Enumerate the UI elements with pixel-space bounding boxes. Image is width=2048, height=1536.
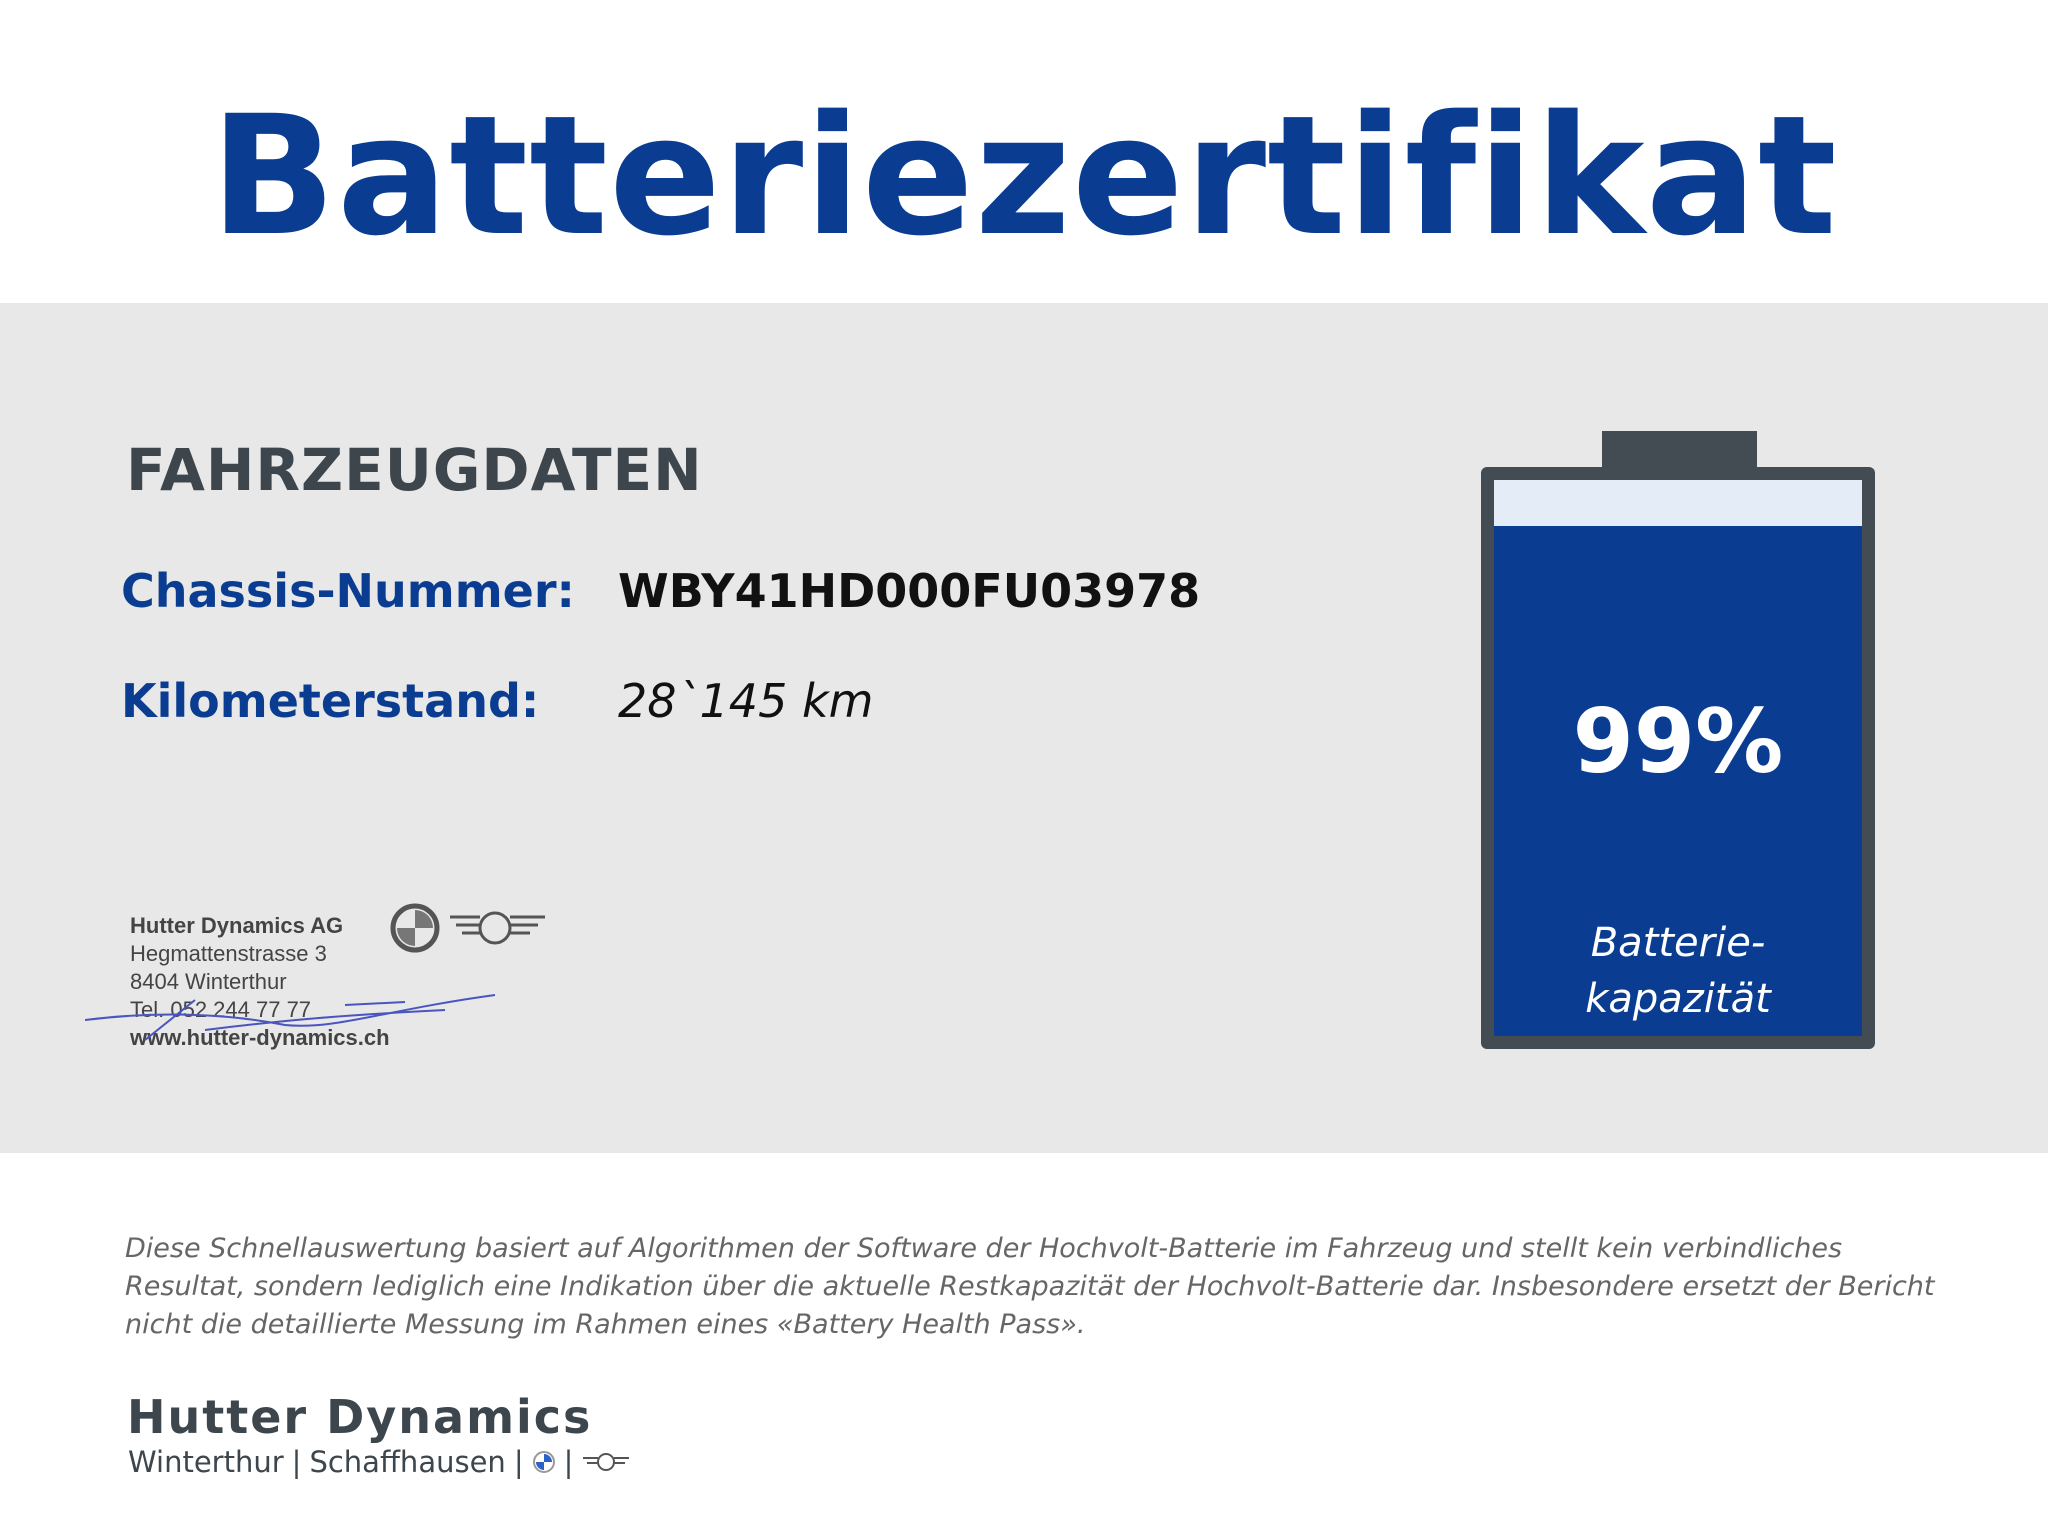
battery-caption: Batterie- kapazität [1494, 915, 1862, 1027]
stamp-web: www.hutter-dynamics.ch [130, 1025, 390, 1050]
bmw-logo-icon [532, 1451, 555, 1473]
mini-logo-icon [583, 1453, 630, 1471]
stamp-phone: Tel. 052 244 77 77 [130, 997, 312, 1022]
mileage-value: 28`145 km [618, 674, 874, 728]
chassis-label: Chassis-Nummer: [121, 564, 575, 618]
chassis-value: WBY41HD000FU03978 [618, 564, 1201, 618]
separator: | [513, 1445, 524, 1479]
dealer-stamp: Hutter Dynamics AG Hegmattenstrasse 3 84… [85, 895, 555, 1065]
stamp-company: Hutter Dynamics AG [130, 913, 344, 938]
stamp-city: 8404 Winterthur [130, 969, 287, 994]
footer-locations: Winterthur | Schaffhausen | | [128, 1445, 631, 1479]
separator: | [563, 1445, 574, 1479]
battery-terminal [1602, 431, 1757, 469]
battery-empty-portion [1494, 480, 1862, 526]
disclaimer: Diese Schnellauswertung basiert auf Algo… [125, 1233, 1935, 1340]
page-title: Batteriezertifikat [210, 80, 1838, 272]
bmw-logo-icon [390, 903, 440, 953]
footer-brand: Hutter Dynamics [127, 1390, 593, 1444]
mini-logo-icon [450, 911, 545, 945]
section-title: FAHRZEUGDATEN [126, 436, 703, 504]
location-winterthur: Winterthur [128, 1445, 284, 1479]
caption-line1: Batterie- [1590, 920, 1766, 966]
battery-fill [1494, 480, 1862, 1036]
location-schaffhausen: Schaffhausen [309, 1445, 506, 1479]
separator: | [291, 1445, 302, 1479]
signature [85, 994, 496, 1041]
caption-line2: kapazität [1585, 976, 1771, 1022]
stamp-street: Hegmattenstrasse 3 [130, 941, 327, 966]
bmw-mini-logos [390, 903, 545, 953]
mileage-label: Kilometerstand: [121, 674, 540, 728]
battery-percent: 99% [1572, 690, 1784, 793]
